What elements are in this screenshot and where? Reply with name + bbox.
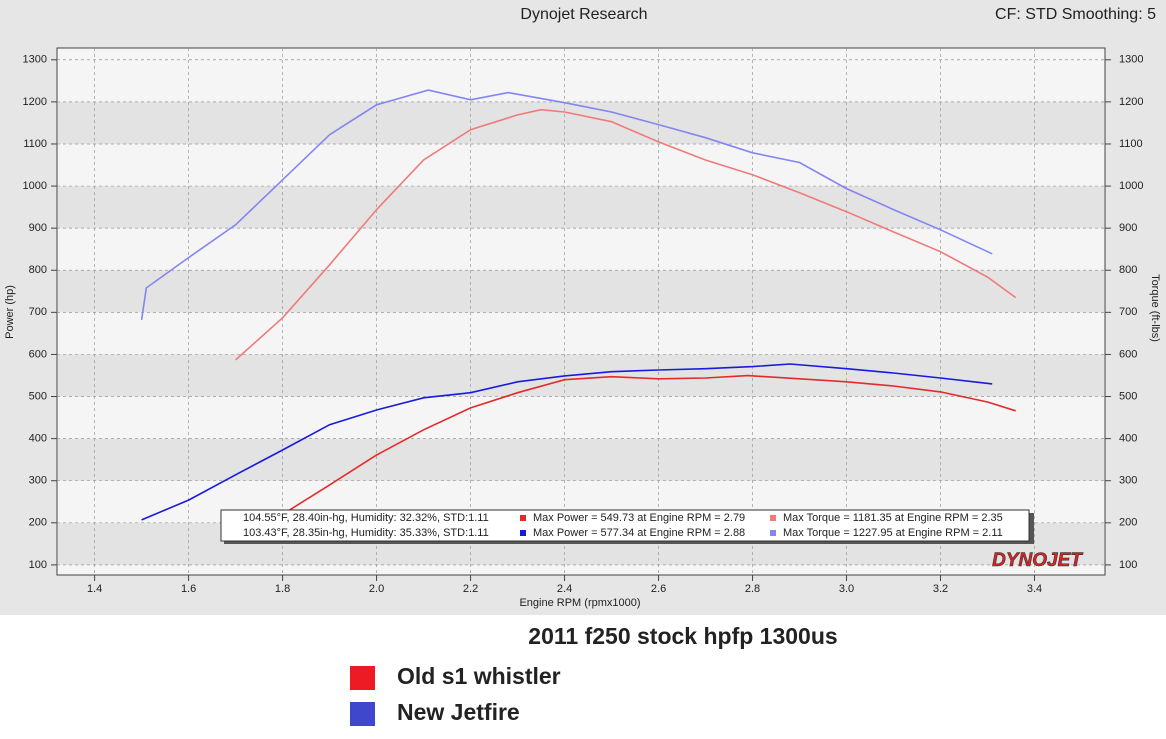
y2-tick-label: 1200 [1119, 96, 1143, 108]
x-tick-label: 1.6 [181, 583, 196, 595]
chart-title: Dynojet Research [520, 6, 647, 23]
x-tick-label: 3.4 [1027, 583, 1042, 595]
info-marker [520, 530, 526, 536]
legend-swatch [350, 666, 375, 690]
info-text: Max Torque = 1181.35 at Engine RPM = 2.3… [783, 512, 1003, 524]
y2-tick-label: 500 [1119, 390, 1137, 402]
chart-subtitle: CF: STD Smoothing: 5 [995, 6, 1156, 23]
legend-label: Old s1 whistler [397, 663, 561, 689]
data-line [282, 374, 1016, 516]
y-tick-label: 300 [29, 475, 47, 487]
data-line [235, 108, 1017, 361]
plot-band [58, 101, 1104, 144]
x-tick-label: 3.0 [839, 583, 854, 595]
y2-tick-label: 1000 [1119, 180, 1143, 192]
x-tick-label: 1.4 [87, 583, 102, 595]
y2-axis-label: Torque (ft-lbs) [1149, 274, 1161, 342]
y2-tick-label: 600 [1119, 348, 1137, 360]
y-tick-label: 1100 [23, 138, 47, 150]
y-tick-label: 100 [29, 559, 47, 571]
legend-label: New Jetfire [397, 699, 520, 725]
y2-tick-label: 800 [1119, 264, 1137, 276]
y2-tick-label: 100 [1119, 559, 1137, 571]
x-tick-label: 3.2 [933, 583, 948, 595]
info-conditions: 104.55°F, 28.40in-hg, Humidity: 32.32%, … [243, 512, 489, 524]
info-conditions: 103.43°F, 28.35in-hg, Humidity: 35.33%, … [243, 527, 489, 539]
plot-band [58, 354, 1104, 397]
y-tick-label: 1300 [23, 54, 47, 66]
x-axis-label: Engine RPM (rpmx1000) [519, 597, 640, 609]
plot-band [58, 186, 1104, 229]
info-marker [770, 515, 776, 521]
x-tick-label: 2.4 [557, 583, 572, 595]
x-tick-label: 2.2 [463, 583, 478, 595]
caption: 2011 f250 stock hpfp 1300us [528, 623, 837, 649]
x-tick-label: 2.6 [651, 583, 666, 595]
info-box [220, 509, 1030, 542]
y2-tick-label: 200 [1119, 517, 1137, 529]
y2-tick-label: 1300 [1119, 54, 1143, 66]
y-tick-label: 400 [29, 433, 47, 445]
y-tick-label: 500 [29, 390, 47, 402]
y-tick-label: 700 [29, 306, 47, 318]
y-tick-label: 1000 [23, 180, 47, 192]
logo: DYNOJET [992, 550, 1083, 571]
y2-tick-label: 700 [1119, 306, 1137, 318]
plot-band [58, 270, 1104, 313]
y2-tick-label: 1100 [1119, 138, 1143, 150]
x-tick-label: 2.0 [369, 583, 384, 595]
y-tick-label: 800 [29, 264, 47, 276]
info-marker [770, 530, 776, 536]
x-tick-label: 2.8 [745, 583, 760, 595]
y-tick-label: 1200 [23, 96, 47, 108]
info-marker [520, 515, 526, 521]
info-text: Max Power = 577.34 at Engine RPM = 2.88 [533, 527, 745, 539]
y-tick-label: 900 [29, 222, 47, 234]
info-text: Max Power = 549.73 at Engine RPM = 2.79 [533, 512, 745, 524]
data-line [140, 89, 993, 321]
x-tick-label: 1.8 [275, 583, 290, 595]
y-tick-label: 600 [29, 348, 47, 360]
y-tick-label: 200 [29, 517, 47, 529]
y2-tick-label: 400 [1119, 433, 1137, 445]
y-axis-label: Power (hp) [4, 285, 16, 339]
y2-tick-label: 300 [1119, 475, 1137, 487]
plot-band [58, 438, 1104, 481]
legend-swatch [350, 702, 375, 726]
y2-tick-label: 900 [1119, 222, 1137, 234]
info-text: Max Torque = 1227.95 at Engine RPM = 2.1… [783, 527, 1003, 539]
data-line [141, 363, 993, 521]
